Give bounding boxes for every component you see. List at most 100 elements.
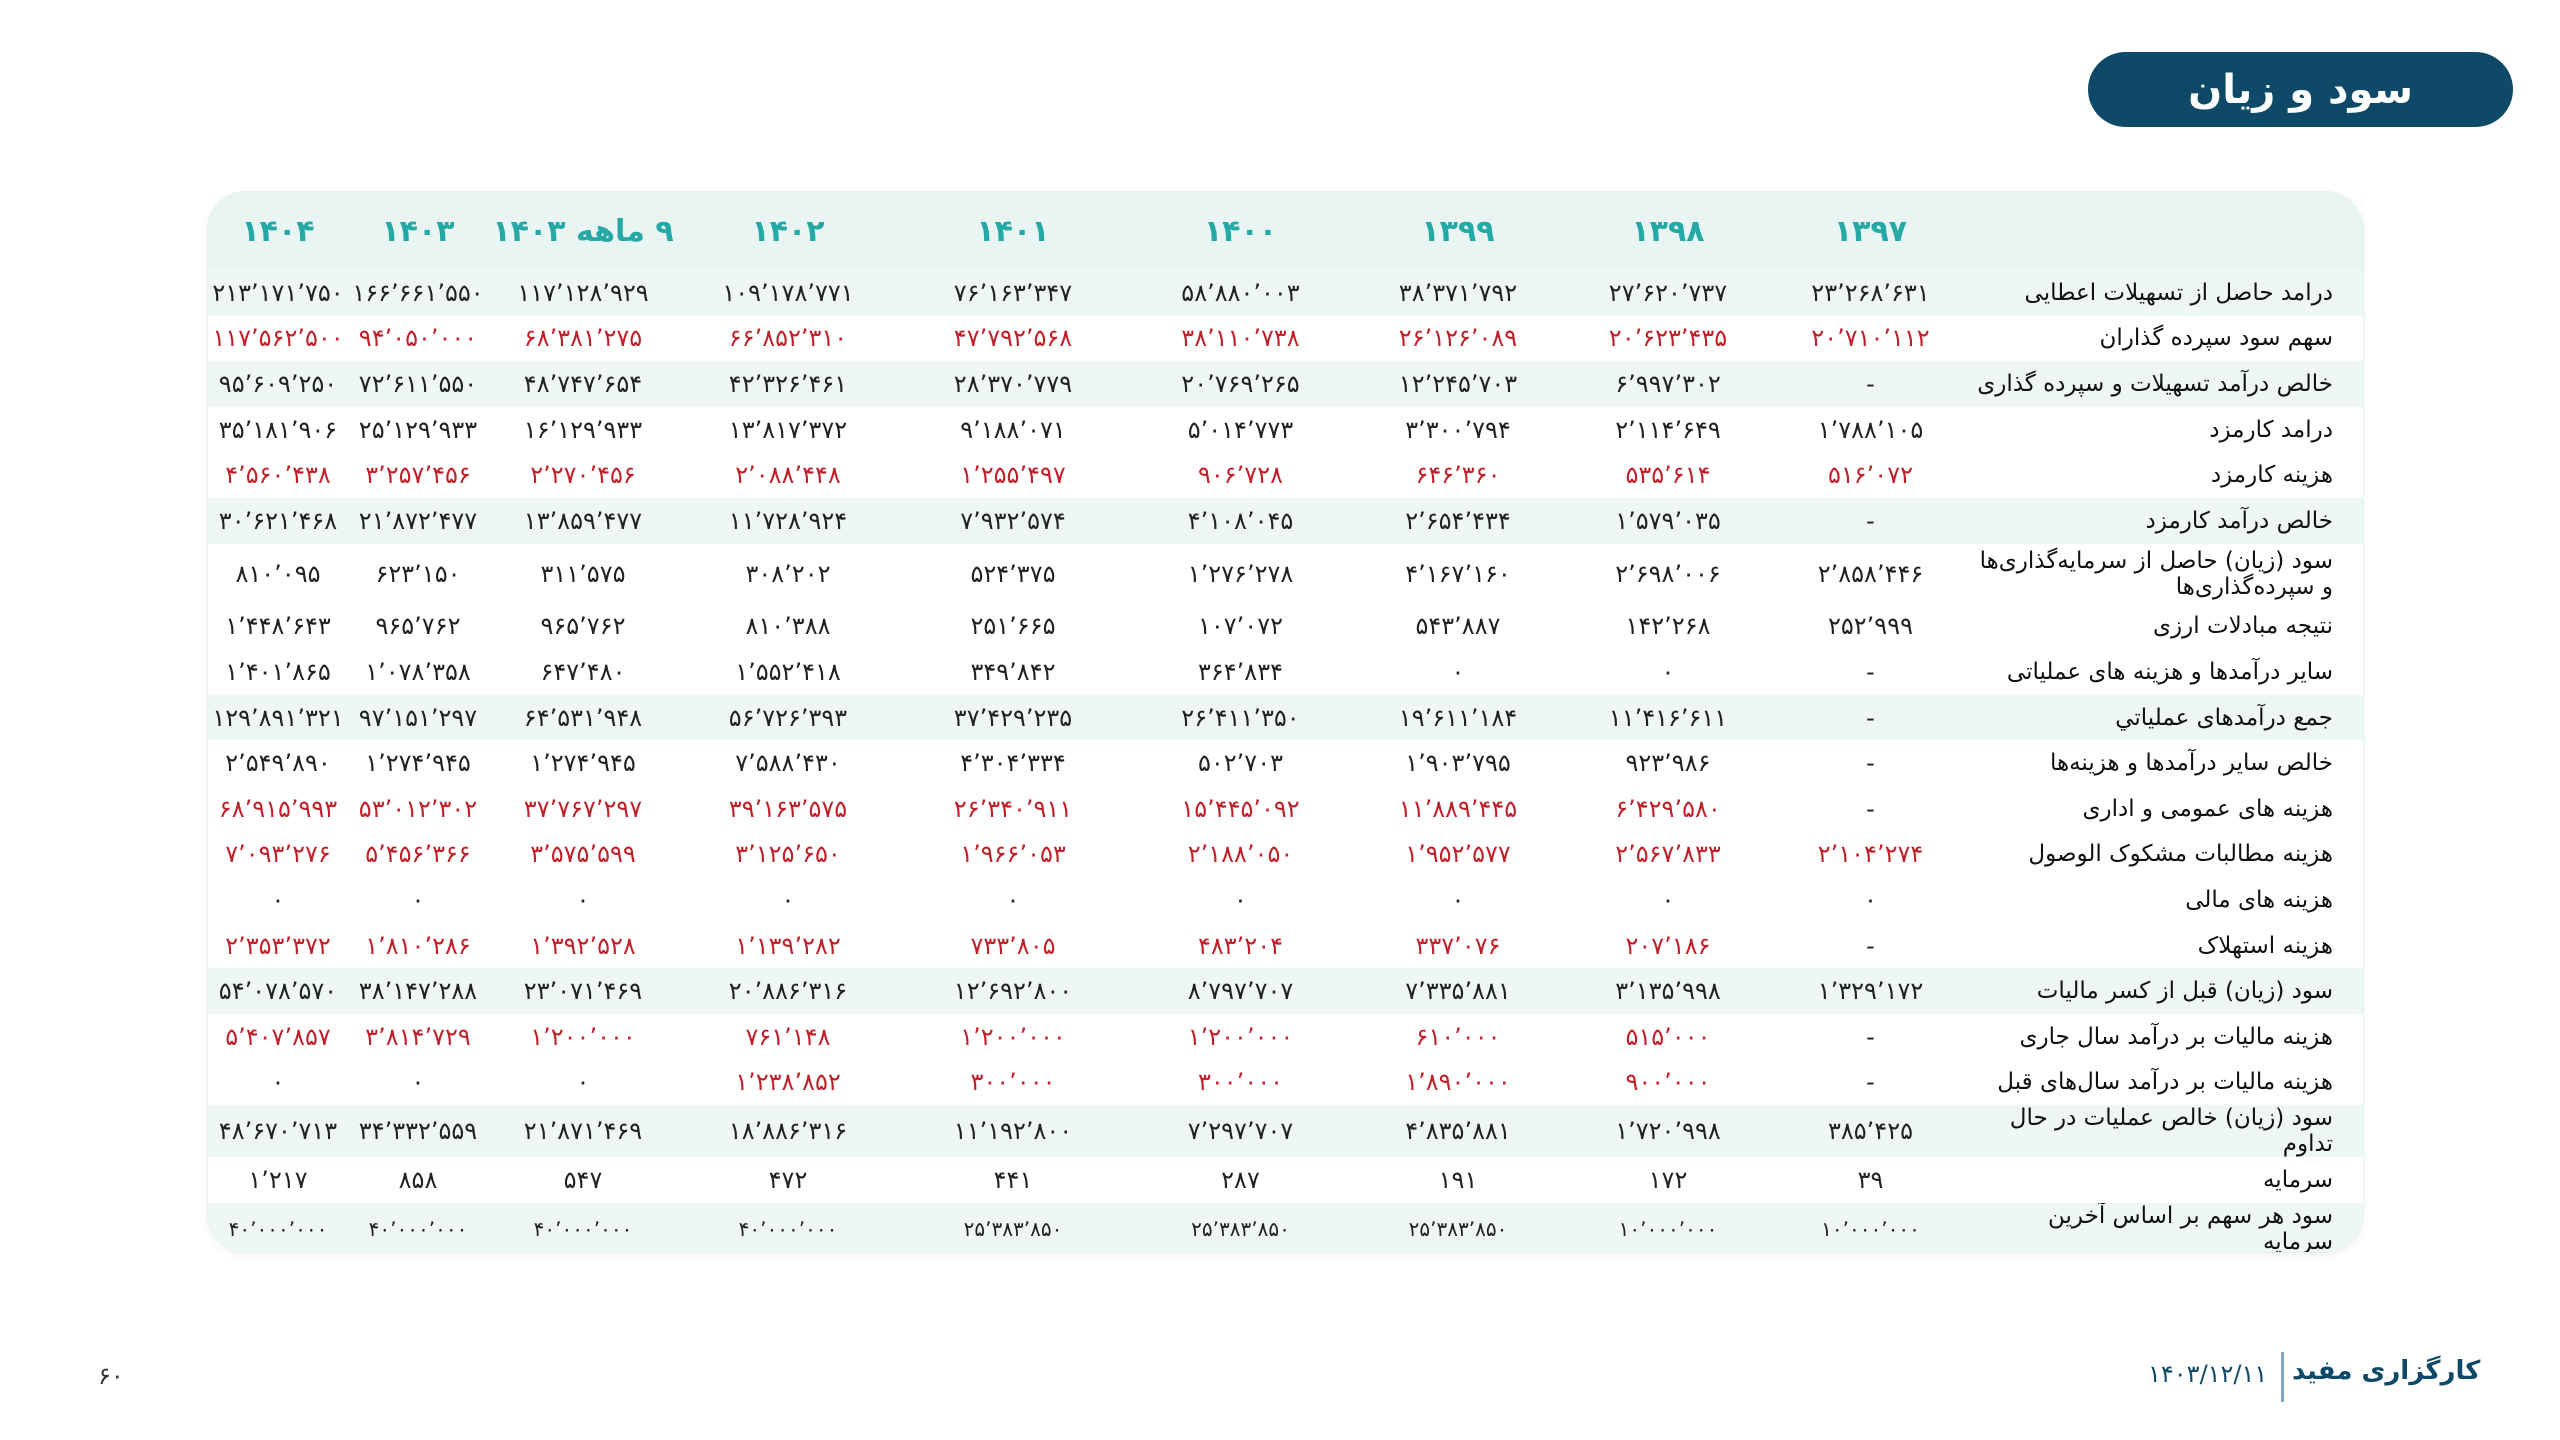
table-cell: - [1866, 931, 1875, 960]
table-cell: ۴٬۱۶۷٬۱۶۰ [1405, 559, 1511, 588]
table-row: هزینه کارمزد ۵۱۶٬۰۷۲ ۵۳۵٬۶۱۴ ۶۴۶٬۳۶۰ ۹۰۶٬۷۲۸… [208, 452, 2363, 498]
row-label: هزینه مطالبات مشکوک الوصول [2028, 841, 2333, 868]
table-cell: ۲٬۱۰۴٬۲۷۴ [1817, 840, 1924, 869]
table-row: نتیجه مبادلات ارزی ۲۵۲٬۹۹۹ ۱۴۲٬۲۶۸ ۵۴۳٬۸۸۷ ۱… [208, 604, 2363, 650]
table-cell: ۰ [411, 1068, 425, 1097]
header-label-cell [1968, 192, 2363, 270]
table-cell: ۵۴۷ [563, 1165, 603, 1194]
table-cell: ۹۶۵٬۷۶۲ [375, 612, 461, 641]
row-label: هزینه استهلاک [2197, 932, 2333, 959]
table-cell: ۱٬۴۴۸٬۶۴۳ [225, 612, 331, 641]
table-cell: ۱٬۸۹۰٬۰۰۰ [1405, 1068, 1511, 1097]
table-cell: ۱۶۶٬۶۶۱٬۵۵۰ [352, 278, 484, 307]
table-cell: ۴۰٬۰۰۰٬۰۰۰ [228, 1216, 328, 1241]
table-cell: ۰ [1661, 657, 1675, 686]
table-cell: ۴۰٬۰۰۰٬۰۰۰ [738, 1216, 838, 1241]
table-cell: ۱۳٬۸۱۷٬۳۷۲ [728, 415, 848, 444]
table-cell: ۹۲۳٬۹۸۶ [1625, 749, 1711, 778]
table-cell: ۱٬۳۹۲٬۵۲۸ [530, 931, 636, 960]
table-cell: ۰ [1006, 885, 1020, 914]
table-cell: ۳۰۰٬۰۰۰ [970, 1068, 1056, 1097]
table-cell: ۳۷٬۴۲۹٬۲۳۵ [953, 703, 1073, 732]
table-cell: ۱۱٬۸۸۹٬۴۴۵ [1398, 794, 1518, 823]
table-cell: ۸۵۸ [398, 1165, 438, 1194]
table-cell: ۹۵٬۶۰۹٬۲۵۰ [218, 369, 338, 398]
table-cell: ۰ [1451, 657, 1465, 686]
table-cell: ۳٬۱۲۵٬۶۵۰ [735, 840, 841, 869]
table-cell: ۷٬۲۹۷٬۷۰۷ [1187, 1117, 1294, 1146]
table-cell: ۶۱۰٬۰۰۰ [1415, 1022, 1501, 1051]
table-cell: ۱٬۲۷۴٬۹۴۵ [365, 749, 471, 778]
table-cell: ۳٬۱۳۵٬۹۹۸ [1615, 977, 1721, 1006]
table-cell: ۱۰۷٬۰۷۲ [1198, 612, 1283, 641]
table-header-row: ۱۳۹۷ ۱۳۹۸ ۱۳۹۹ ۱۴۰۰ ۱۴۰۱ ۱۴۰۲ ۹ ماهه ۱۴۰… [208, 192, 2363, 270]
table-cell: ۳۹ [1857, 1165, 1884, 1194]
table-cell: ۶۴٬۵۳۱٬۹۴۸ [523, 703, 643, 732]
table-cell: ۷٬۹۳۲٬۵۷۴ [960, 506, 1066, 535]
table-cell: ۲۱٬۸۷۲٬۴۷۷ [358, 506, 478, 535]
table-cell: ۹٬۱۸۸٬۰۷۱ [960, 415, 1066, 444]
table-cell: ۳۳۷٬۰۷۶ [1415, 931, 1501, 960]
table-cell: ۳۸۵٬۴۲۵ [1828, 1117, 1913, 1146]
table-cell: ۶٬۴۲۹٬۵۸۰ [1615, 794, 1721, 823]
table-cell: ۱٬۸۱۰٬۲۸۶ [365, 931, 471, 960]
table-cell: ۴٬۳۰۴٬۳۳۴ [960, 749, 1066, 778]
table-cell: ۱٬۰۷۸٬۳۵۸ [365, 657, 471, 686]
table-cell: ۲٬۵۴۹٬۸۹۰ [225, 749, 331, 778]
table-cell: ۳۸٬۳۷۱٬۷۹۲ [1398, 278, 1518, 307]
table-cell: ۵٬۰۱۴٬۷۷۳ [1187, 415, 1294, 444]
table-cell: ۵۱۶٬۰۷۲ [1828, 461, 1913, 490]
table-cell: ۳۰٬۶۲۱٬۴۶۸ [218, 506, 338, 535]
table-cell: ۳۰۰٬۰۰۰ [1198, 1068, 1283, 1097]
table-cell: ۵٬۴۰۷٬۸۵۷ [225, 1022, 331, 1051]
table-row: سود (زیان) قبل از کسر مالیات ۱٬۳۲۹٬۱۷۲ ۳٬۱… [208, 968, 2363, 1014]
table-cell: ۱۶٬۱۲۹٬۹۳۳ [523, 415, 643, 444]
table-cell: ۵۴۳٬۸۸۷ [1415, 612, 1501, 641]
table-cell: ۴۲٬۳۲۶٬۴۶۱ [728, 369, 848, 398]
table-cell: ۲۵٬۳۸۳٬۸۵۰ [1191, 1216, 1290, 1241]
table-cell: ۲٬۱۸۸٬۰۵۰ [1187, 840, 1294, 869]
column-header: ۱۴۰۳ [381, 213, 455, 249]
table-cell: ۱۱٬۷۲۸٬۹۲۴ [728, 506, 848, 535]
row-label: سایر درآمدها و هزینه های عملیاتی [2006, 658, 2333, 685]
table-cell: ۴۷۲ [768, 1165, 808, 1194]
table-cell: ۱۸٬۸۸۶٬۳۱۶ [728, 1117, 848, 1146]
table-cell: ۵۳٬۰۱۲٬۳۰۲ [358, 794, 478, 823]
table-cell: ۴۴۱ [993, 1165, 1033, 1194]
table-cell: ۲۸٬۳۷۰٬۷۷۹ [953, 369, 1073, 398]
table-cell: ۱۰٬۰۰۰٬۰۰۰ [1618, 1216, 1718, 1241]
table-cell: ۲۶٬۳۴۰٬۹۱۱ [953, 794, 1073, 823]
table-cell: ۰ [1234, 885, 1247, 914]
row-label: نتیجه مبادلات ارزی [2153, 613, 2333, 640]
profit-loss-table: ۱۳۹۷ ۱۳۹۸ ۱۳۹۹ ۱۴۰۰ ۱۴۰۱ ۱۴۰۲ ۹ ماهه ۱۴۰… [208, 192, 2363, 1252]
column-header: ۱۳۹۸ [1631, 213, 1705, 249]
table-cell: ۴۰٬۰۰۰٬۰۰۰ [368, 1216, 468, 1241]
table-cell: ۳۴۹٬۸۴۲ [970, 657, 1056, 686]
table-cell: ۱٬۲۷۴٬۹۴۵ [530, 749, 636, 778]
table-cell: ۵۸٬۸۸۰٬۰۰۳ [1181, 278, 1300, 307]
table-cell: ۰ [271, 1068, 285, 1097]
table-cell: ۱٬۲۰۰٬۰۰۰ [530, 1022, 636, 1051]
table-cell: ۲۶٬۴۱۱٬۳۵۰ [1181, 703, 1300, 732]
table-cell: ۲۳٬۰۷۱٬۴۶۹ [523, 977, 643, 1006]
table-cell: ۱٬۵۵۲٬۴۱۸ [735, 657, 841, 686]
table-cell: ۱۱۷٬۵۶۲٬۵۰۰ [212, 324, 344, 353]
table-row: خالص درآمد کارمزد - ۱٬۵۷۹٬۰۳۵ ۲٬۶۵۴٬۴۳۴ ۴٬۱۰… [208, 497, 2363, 544]
row-label: سود (زیان) حاصل از سرمایه‌گذاری‌ها و سپر… [1979, 547, 2333, 600]
brand-name: کارگزاری مفید [2292, 1356, 2481, 1386]
table-cell: ۷٬۰۹۳٬۲۷۶ [225, 840, 331, 869]
table-cell: ۲٬۱۱۴٬۶۴۹ [1615, 415, 1721, 444]
table-cell: ۰ [781, 885, 795, 914]
table-cell: ۱۲٬۶۹۲٬۸۰۰ [953, 977, 1073, 1006]
table-cell: ۶۶٬۸۵۲٬۳۱۰ [728, 324, 848, 353]
table-cell: ۴٬۸۳۵٬۸۸۱ [1405, 1117, 1511, 1146]
table-cell: ۱۱٬۱۹۲٬۸۰۰ [953, 1117, 1073, 1146]
table-row: هزینه های مالی ۰ ۰ ۰ ۰ ۰ ۰ ۰ ۰ ۰ [208, 877, 2363, 923]
table-cell: ۲٬۸۵۸٬۴۴۶ [1817, 559, 1924, 588]
table-cell: ۱٬۱۳۹٬۲۸۲ [735, 931, 841, 960]
table-cell: ۲۵٬۱۲۹٬۹۳۳ [358, 415, 478, 444]
table-cell: ۴۸٬۶۷۰٬۷۱۳ [218, 1117, 338, 1146]
table-cell: ۲۵٬۳۸۳٬۸۵۰ [1408, 1216, 1508, 1241]
table-cell: ۲۰٬۸۸۶٬۳۱۶ [728, 977, 848, 1006]
table-cell: ۳۱۱٬۵۷۵ [540, 559, 626, 588]
